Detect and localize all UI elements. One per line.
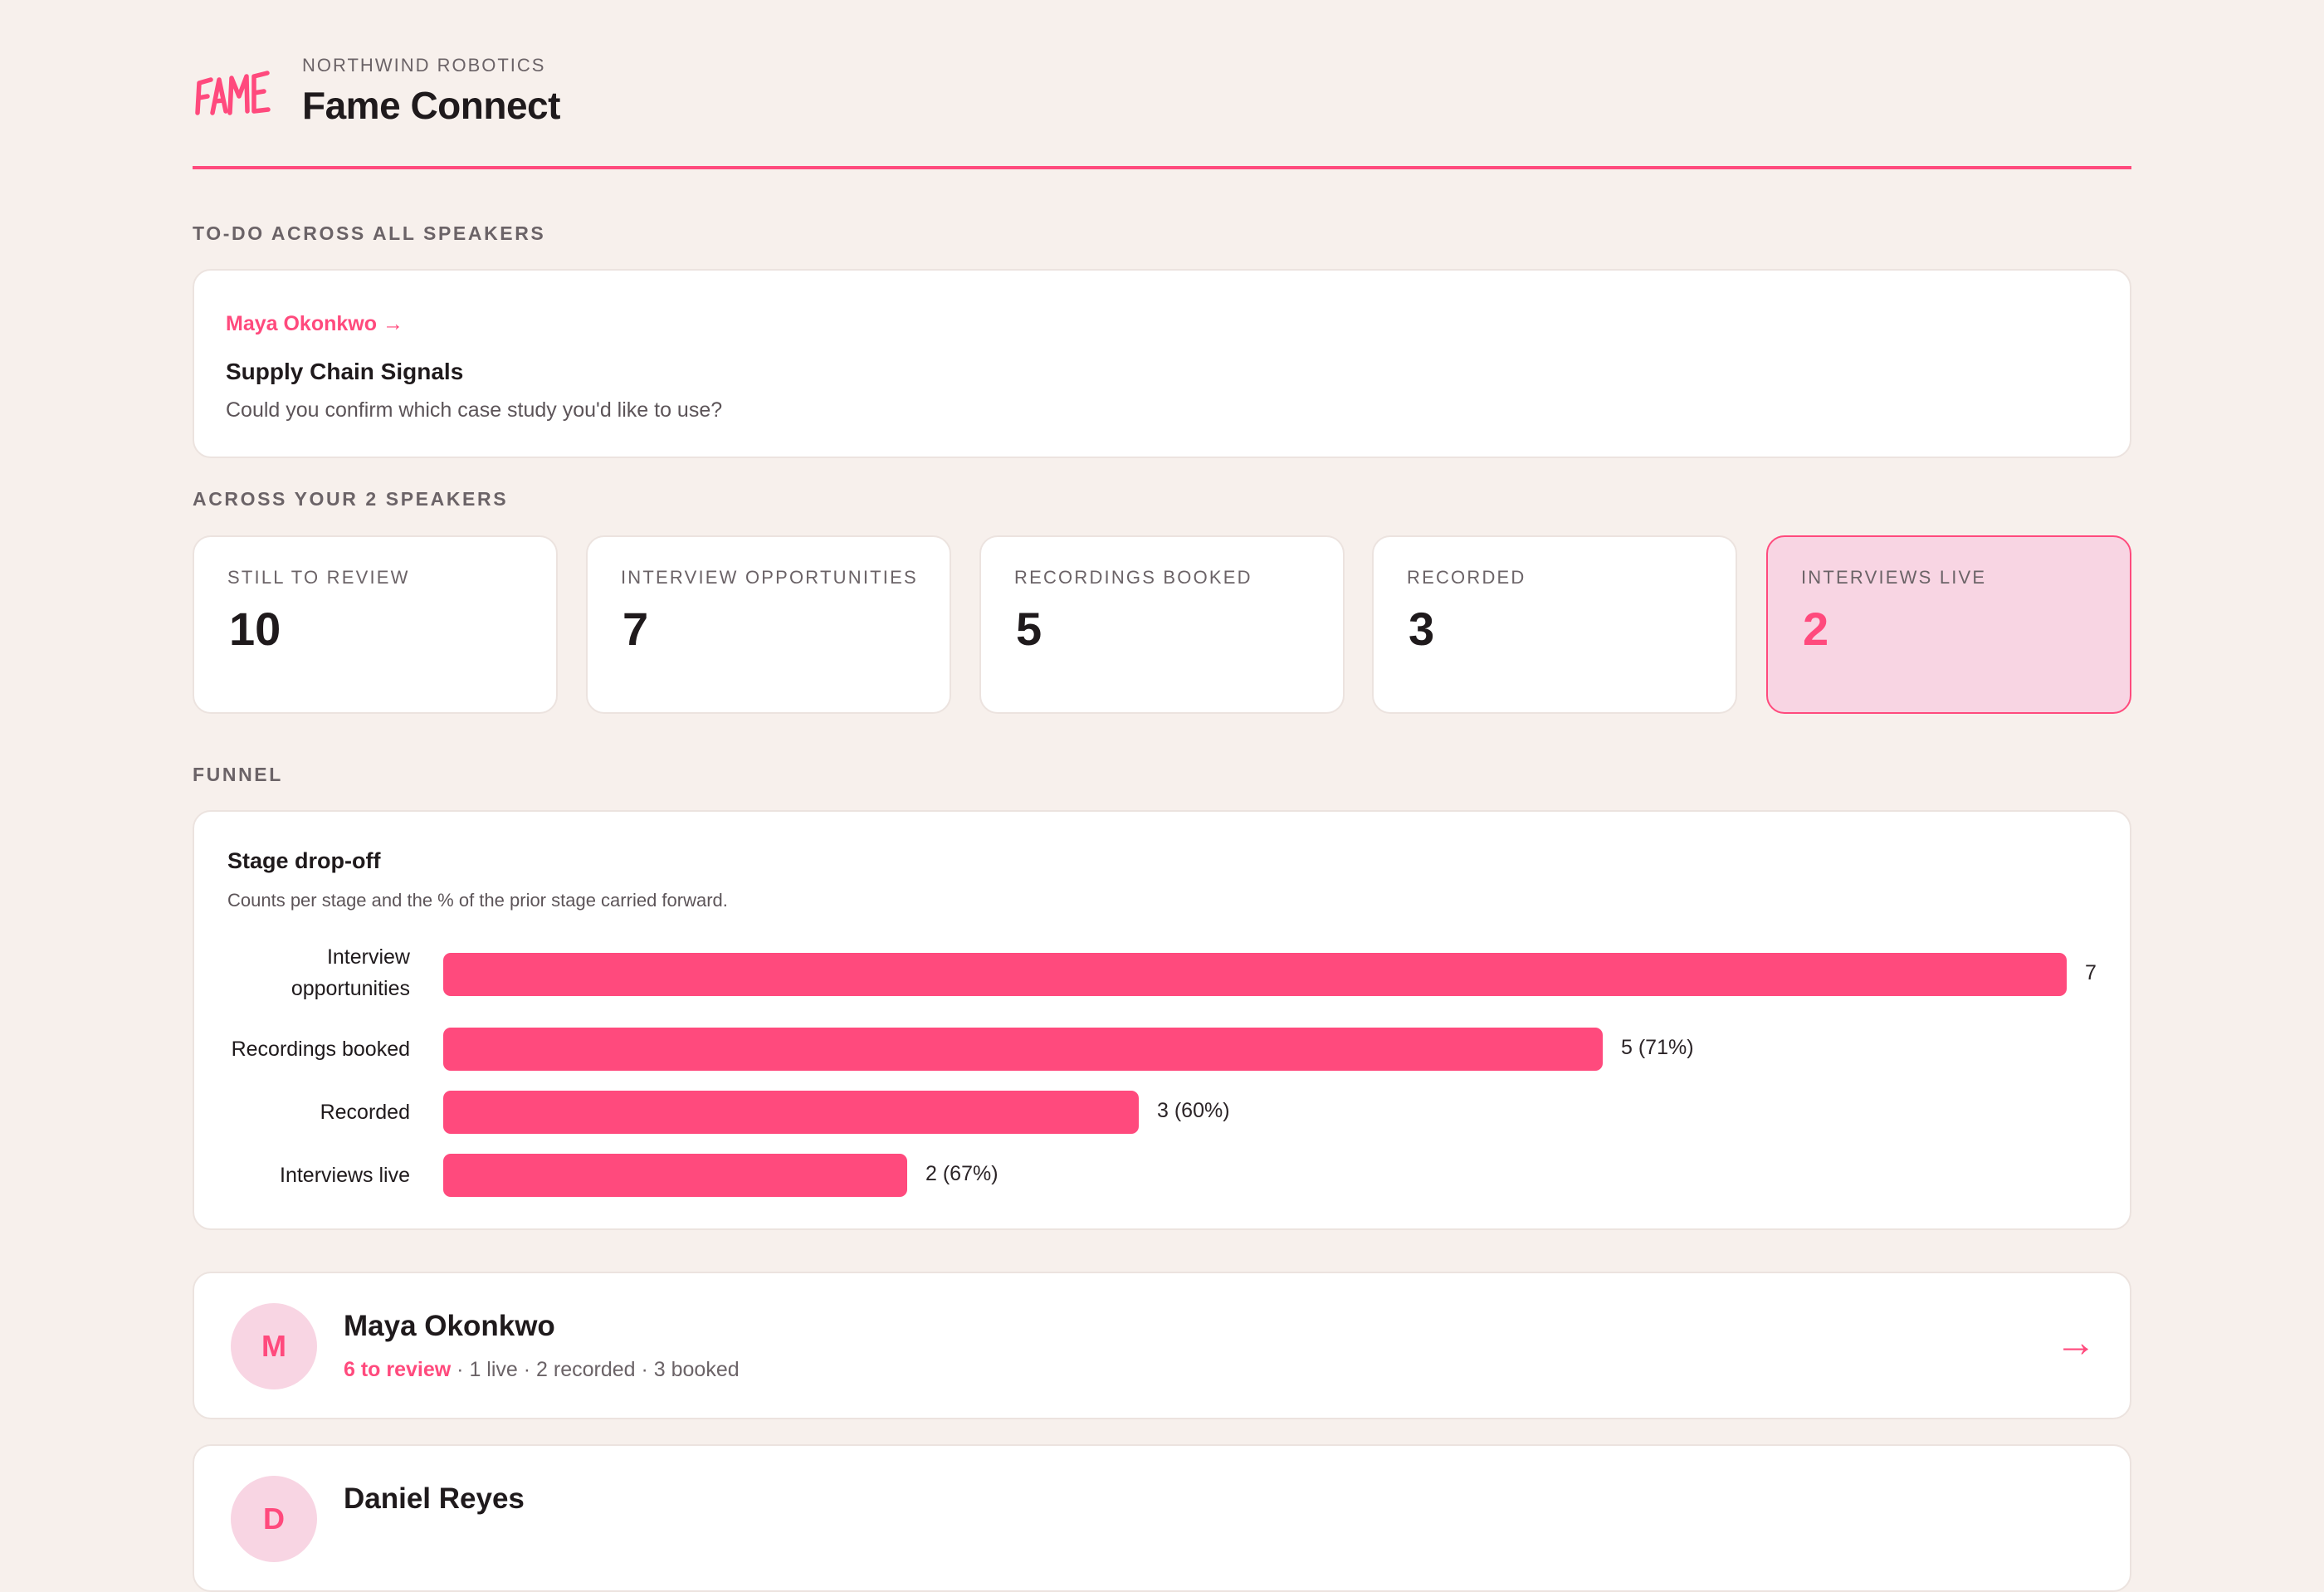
todo-message: Could you confirm which case study you'd… — [226, 398, 723, 422]
stat-label: STILL TO REVIEW — [227, 567, 410, 588]
speaker-card[interactable]: D Daniel Reyes — [193, 1444, 2131, 1592]
avatar: D — [231, 1476, 317, 1562]
funnel-category-label: Recorded — [320, 1101, 410, 1124]
funnel-subtitle: Counts per stage and the % of the prior … — [227, 890, 728, 911]
stat-recordings-booked: RECORDINGS BOOKED 5 — [979, 535, 1345, 714]
todo-card: Maya Okonkwo → Supply Chain Signals Coul… — [193, 269, 2131, 458]
fame-logo — [195, 71, 271, 115]
speaker-name: Daniel Reyes — [344, 1482, 525, 1515]
to-review-count: 6 to review — [344, 1358, 452, 1381]
funnel-category-label: Interviews live — [280, 1164, 410, 1187]
stat-value: 5 — [1016, 603, 1042, 655]
funnel-bar — [443, 1028, 1603, 1071]
arrow-right-icon[interactable]: → — [2055, 1319, 2097, 1365]
stats-section-label: ACROSS YOUR 2 SPEAKERS — [193, 488, 509, 510]
stat-recorded: RECORDED 3 — [1372, 535, 1737, 714]
stat-label: INTERVIEW OPPORTUNITIES — [621, 567, 918, 588]
stat-value: 3 — [1409, 603, 1435, 655]
funnel-bar — [443, 1154, 907, 1197]
funnel-category-label: Recordings booked — [231, 1038, 410, 1061]
app-title: Fame Connect — [302, 84, 560, 127]
stat-label: RECORDINGS BOOKED — [1014, 567, 1252, 588]
app-header: NORTHWIND ROBOTICS Fame Connect — [193, 0, 2131, 169]
speaker-card[interactable]: M Maya Okonkwo 6 to review · 1 live · 2 … — [193, 1272, 2131, 1419]
stat-label: RECORDED — [1407, 567, 1526, 588]
speaker-stats-rest: · 1 live · 2 recorded · 3 booked — [451, 1358, 740, 1381]
funnel-card: Stage drop-off Counts per stage and the … — [193, 810, 2131, 1230]
todo-speaker-link[interactable]: Maya Okonkwo → — [226, 312, 403, 335]
page: NORTHWIND ROBOTICS Fame Connect TO-DO AC… — [193, 0, 2131, 1592]
org-name: NORTHWIND ROBOTICS — [302, 55, 546, 76]
funnel-value-label: 7 — [2085, 961, 2097, 984]
funnel-value-label: 5 (71%) — [1621, 1036, 1694, 1059]
stat-label: INTERVIEWS LIVE — [1801, 567, 1987, 588]
funnel-bar — [443, 1091, 1139, 1134]
todo-title: Supply Chain Signals — [226, 359, 464, 384]
funnel-title: Stage drop-off — [227, 848, 381, 873]
todo-section-label: TO-DO ACROSS ALL SPEAKERS — [193, 222, 546, 244]
stat-still-to-review: STILL TO REVIEW 10 — [193, 535, 558, 714]
stat-interview-opportunities: INTERVIEW OPPORTUNITIES 7 — [586, 535, 951, 714]
funnel-section-label: FUNNEL — [193, 764, 283, 785]
funnel-category-label: Interview opportunities — [290, 945, 410, 1000]
stat-value: 2 — [1803, 603, 1829, 655]
stat-interviews-live: INTERVIEWS LIVE 2 — [1766, 535, 2131, 714]
stat-value: 10 — [229, 603, 281, 655]
stat-value: 7 — [622, 603, 649, 655]
speaker-stats: 6 to review · 1 live · 2 recorded · 3 bo… — [344, 1358, 740, 1382]
avatar: M — [231, 1303, 317, 1389]
funnel-bar — [443, 953, 2067, 996]
funnel-value-label: 2 (67%) — [925, 1162, 998, 1185]
funnel-value-label: 3 (60%) — [1157, 1099, 1230, 1122]
speaker-name: Maya Okonkwo — [344, 1310, 555, 1342]
